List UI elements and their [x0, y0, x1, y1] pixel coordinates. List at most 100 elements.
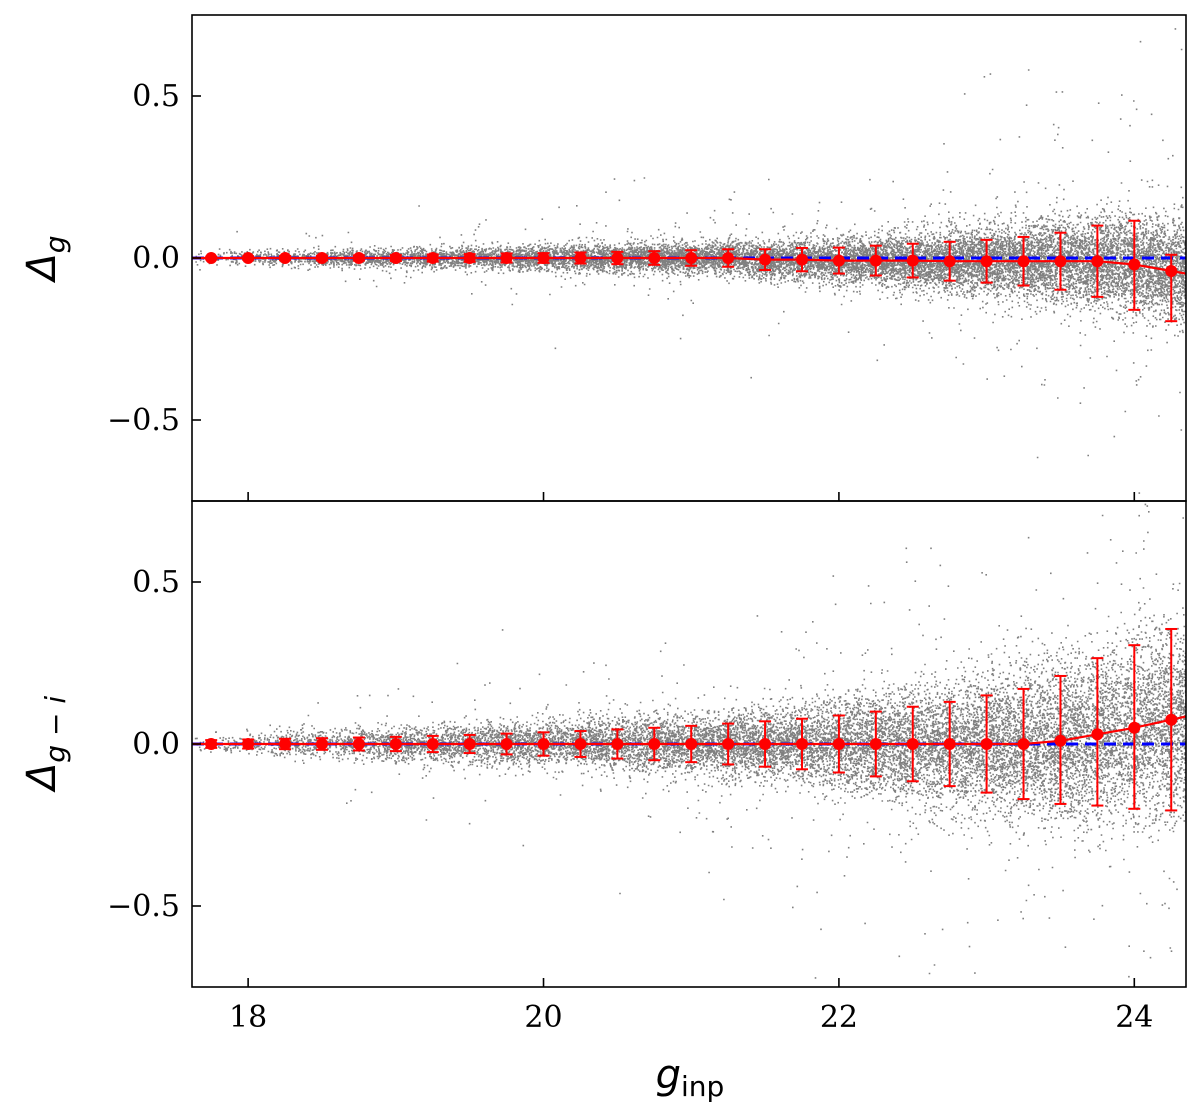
median-marker [611, 252, 624, 264]
median-point [759, 248, 772, 271]
x-tick-label: 24 [1115, 1000, 1153, 1035]
median-point [722, 248, 735, 268]
median-marker [463, 252, 476, 264]
median-marker [1128, 258, 1141, 271]
median-point [906, 242, 919, 279]
bottom-panel: 0.5 0.0 −0.5 18 20 22 24 Δg − i [19, 500, 1187, 1035]
median-marker [205, 252, 218, 264]
median-point [242, 252, 255, 264]
median-point [795, 717, 808, 771]
median-point [685, 724, 698, 764]
median-marker [537, 738, 550, 750]
x-axis-label: ginp [656, 1052, 725, 1103]
median-point [205, 252, 218, 264]
median-marker [759, 253, 772, 266]
median-point [500, 732, 513, 756]
median-marker [352, 252, 365, 264]
median-marker [1165, 264, 1178, 277]
median-point [648, 726, 661, 762]
median-point [242, 738, 255, 750]
median-point [648, 250, 661, 266]
median-point [943, 700, 956, 788]
median-point [389, 735, 402, 753]
median-marker [537, 252, 550, 264]
median-marker [1091, 728, 1104, 741]
median-point [389, 252, 402, 264]
median-marker [832, 254, 845, 267]
median-marker [1054, 255, 1067, 268]
median-point [906, 705, 919, 783]
bottom-y-axis-label: Δg − i [19, 696, 72, 793]
median-marker [722, 252, 735, 264]
median-point [685, 249, 698, 267]
y-tick-label: −0.5 [107, 889, 180, 924]
median-marker [648, 252, 661, 264]
median-marker [242, 252, 255, 264]
median-marker [315, 738, 328, 750]
top-median-series [192, 219, 1186, 323]
median-point [426, 252, 439, 264]
x-tick-label: 18 [229, 1000, 267, 1035]
median-marker [832, 738, 845, 750]
median-point [1017, 235, 1030, 287]
median-marker [648, 738, 661, 750]
median-marker [685, 738, 698, 750]
median-marker [574, 738, 587, 750]
median-marker [1017, 255, 1030, 268]
median-marker [1128, 721, 1141, 734]
median-marker [426, 738, 439, 750]
median-marker [352, 738, 365, 750]
median-point [980, 694, 993, 794]
median-marker [869, 738, 882, 750]
bottom-y-axis-ticks: 0.5 0.0 −0.5 [107, 565, 201, 924]
y-tick-label: 0.5 [132, 565, 180, 600]
median-marker [315, 252, 328, 264]
median-point [574, 251, 587, 265]
median-point [611, 250, 624, 266]
median-point [574, 730, 587, 758]
median-point [315, 737, 328, 751]
median-point [869, 244, 882, 277]
median-marker [389, 738, 402, 750]
median-point [1165, 627, 1178, 812]
median-marker [795, 738, 808, 750]
x-tick-label: 20 [524, 1000, 562, 1035]
median-marker [1054, 734, 1067, 747]
median-marker [242, 738, 255, 750]
median-point [279, 252, 292, 264]
median-marker [205, 738, 218, 750]
median-point [463, 252, 476, 264]
median-point [832, 714, 845, 774]
y-tick-label: 0.0 [132, 241, 180, 276]
median-point [352, 252, 365, 264]
median-marker [943, 738, 956, 750]
median-point [426, 734, 439, 754]
bottom-median-series [192, 627, 1186, 812]
median-point [869, 710, 882, 778]
top-y-axis-ticks: 0.5 0.0 −0.5 [107, 79, 201, 438]
median-marker [943, 255, 956, 268]
median-marker [980, 255, 993, 268]
y-tick-label: −0.5 [107, 403, 180, 438]
median-marker [426, 252, 439, 264]
median-point [1054, 231, 1067, 291]
median-marker [1017, 738, 1030, 750]
top-x-axis-ticks [247, 492, 1136, 501]
median-point [1091, 657, 1104, 807]
median-marker [980, 738, 993, 750]
median-point [537, 731, 550, 757]
median-point [722, 722, 735, 766]
median-point [500, 252, 513, 264]
median-point [943, 240, 956, 282]
median-marker [500, 252, 513, 264]
top-panel: 0.5 0.0 −0.5 Δg [19, 14, 1187, 502]
median-marker [500, 738, 513, 750]
median-marker [574, 252, 587, 264]
median-marker [389, 252, 402, 264]
median-point [795, 246, 808, 273]
median-marker [795, 253, 808, 266]
median-point [315, 252, 328, 264]
median-point [1091, 224, 1104, 298]
top-y-axis-label: Δg [19, 235, 72, 283]
